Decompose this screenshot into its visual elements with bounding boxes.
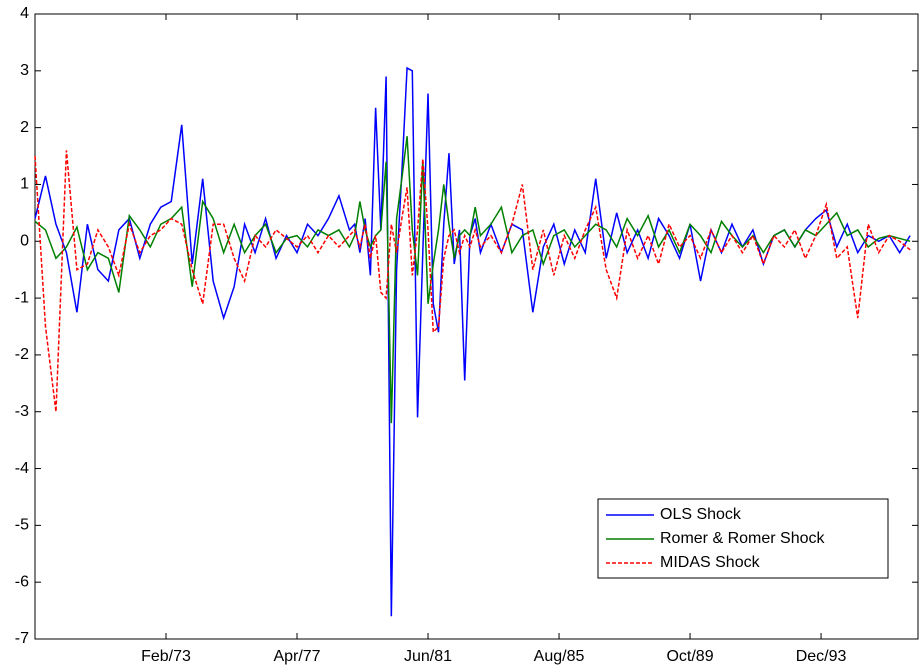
y-tick-label: 0: [20, 232, 29, 249]
series-line: [34, 136, 911, 424]
y-tick-label: 4: [20, 5, 29, 22]
y-tick-label: -5: [15, 517, 29, 534]
x-tick-label: Jun/81: [404, 648, 452, 665]
legend-label: OLS Shock: [660, 506, 742, 523]
y-tick-label: -1: [15, 289, 29, 306]
x-tick-label: Dec/93: [796, 648, 847, 665]
y-tick-label: -2: [15, 346, 29, 363]
y-tick-label: 3: [20, 62, 29, 79]
y-tick-label: -6: [15, 573, 29, 590]
x-tick-label: Aug/85: [534, 648, 585, 665]
y-tick-label: -7: [15, 630, 29, 647]
x-tick-label: Apr/77: [273, 648, 320, 665]
y-tick-label: -3: [15, 403, 29, 420]
x-tick-label: Oct/89: [666, 648, 713, 665]
y-tick-label: -4: [15, 460, 29, 477]
legend-label: MIDAS Shock: [660, 554, 761, 571]
y-tick-label: 2: [20, 119, 29, 136]
x-tick-label: Feb/73: [141, 648, 191, 665]
y-tick-label: 1: [20, 176, 29, 193]
legend-label: Romer & Romer Shock: [660, 530, 825, 547]
series-line: [34, 150, 911, 412]
